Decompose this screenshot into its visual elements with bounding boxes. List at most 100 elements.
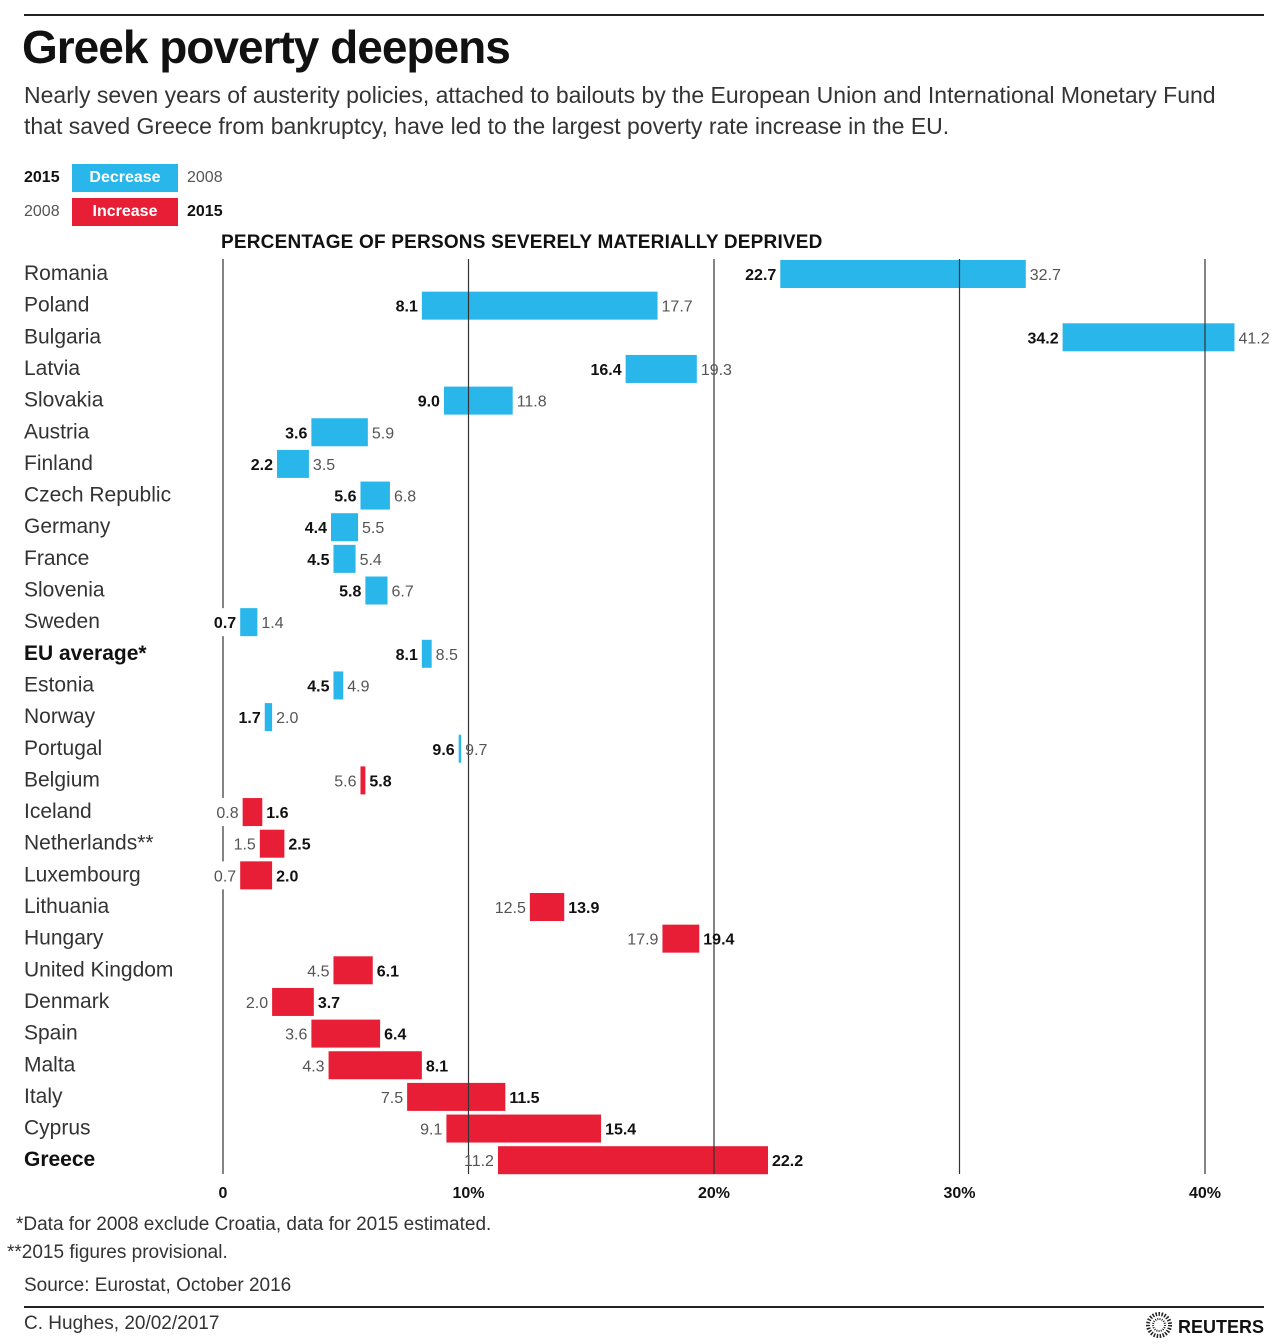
footnote-netherlands: **2015 figures provisional. [7, 1242, 228, 1263]
country-label: Spain [24, 1022, 78, 1045]
chart-title-main: Greek poverty deepens [22, 21, 511, 73]
value-2015: 4.5 [307, 552, 329, 569]
bar-denmark [272, 987, 314, 1016]
value-2008: 0.8 [216, 805, 238, 822]
bar-italy [407, 1082, 506, 1111]
value-2008: 19.3 [701, 362, 732, 379]
value-2015: 9.0 [418, 394, 440, 411]
value-2008: 7.5 [381, 1090, 403, 1107]
legend-decrease-swatch: Decrease [72, 164, 178, 192]
label-knockout [211, 608, 239, 637]
country-label: Lithuania [24, 895, 110, 918]
bar-sweden [240, 608, 258, 637]
value-2008: 32.7 [1030, 267, 1061, 284]
value-2015: 2.5 [288, 837, 310, 854]
country-label: Slovenia [24, 579, 105, 602]
value-2015: 22.7 [745, 267, 776, 284]
bar-slovenia [365, 576, 388, 605]
country-label: Finland [24, 452, 93, 475]
value-2008: 8.5 [436, 647, 458, 664]
legend-decrease-right-year: 2008 [187, 169, 223, 186]
country-label: France [24, 547, 89, 570]
value-2008: 9.1 [420, 1122, 442, 1139]
source-note: Source: Eurostat, October 2016 [24, 1275, 292, 1296]
bar-greece [497, 1146, 769, 1175]
country-label: Malta [24, 1053, 76, 1076]
value-2015: 9.6 [432, 742, 454, 759]
bar-netherlands [259, 829, 285, 858]
value-2015: 22.2 [772, 1153, 803, 1170]
value-2008: 1.5 [234, 837, 256, 854]
value-2008: 12.5 [495, 900, 526, 917]
country-label: Estonia [24, 673, 94, 696]
label-knockout [211, 861, 239, 890]
footnote-eu-average: *Data for 2008 exclude Croatia, data for… [16, 1214, 492, 1235]
bar-poland [421, 291, 658, 320]
value-2008: 6.8 [394, 489, 416, 506]
bar-spain [311, 1019, 381, 1048]
value-2015: 34.2 [1027, 330, 1058, 347]
bar-belgium [360, 766, 366, 795]
country-label: Netherlands** [24, 832, 154, 855]
legend-decrease: 2015 Decrease 2008 [24, 164, 235, 192]
value-2008: 11.8 [517, 394, 547, 411]
country-label: Germany [24, 515, 111, 538]
value-2015: 6.4 [384, 1027, 406, 1044]
value-2008: 17.9 [627, 932, 658, 949]
credit-note: C. Hughes, 20/02/2017 [24, 1313, 220, 1334]
bar-austria [311, 418, 368, 447]
bar-romania [780, 260, 1026, 288]
value-2015: 1.6 [266, 805, 288, 822]
bar-lithuania [529, 893, 565, 921]
value-2008: 2.0 [276, 710, 298, 727]
legend-increase-right-year: 2015 [187, 203, 223, 220]
value-2015: 8.1 [396, 647, 418, 664]
value-2015: 13.9 [568, 900, 599, 917]
country-label: Denmark [24, 990, 110, 1013]
country-label: Poland [24, 294, 89, 317]
value-2015: 0.7 [214, 615, 236, 632]
country-label: Belgium [24, 768, 100, 791]
value-2015: 4.4 [305, 520, 327, 537]
legend-increase-left-year: 2008 [24, 203, 60, 220]
country-label: Latvia [24, 357, 80, 380]
chart-axis-title: PERCENTAGE OF PERSONS SEVERELY MATERIALL… [221, 232, 823, 253]
bar-france [333, 544, 356, 573]
value-2008: 3.5 [313, 457, 335, 474]
country-label: Austria [24, 420, 90, 443]
reuters-brand: REUTERS [1145, 1312, 1264, 1343]
country-label: EU average* [24, 642, 147, 665]
bar-united-kingdom [333, 956, 373, 985]
value-2008: 5.9 [372, 425, 394, 442]
country-label: Norway [24, 705, 96, 728]
country-label: Sweden [24, 610, 100, 633]
country-label: Hungary [24, 927, 104, 950]
value-2015: 5.6 [334, 489, 356, 506]
bar-cyprus [446, 1114, 602, 1143]
gridlines-layer [222, 259, 1206, 1174]
legend-increase: 2008 Increase 2015 [24, 198, 235, 226]
x-tick-label: 10% [452, 1185, 484, 1202]
x-tick-label: 30% [943, 1185, 975, 1202]
value-2008: 0.7 [214, 868, 236, 885]
bar-eu-average [421, 639, 432, 668]
bar-iceland [242, 798, 263, 827]
country-label: Cyprus [24, 1117, 91, 1140]
value-2008: 2.0 [246, 995, 268, 1012]
labels-layer: Romania 22.7 32.7 Poland 8.1 17.7 Bulgaria 34.2… [24, 262, 1270, 1171]
value-2008: 9.7 [465, 742, 487, 759]
bar-slovakia [443, 386, 513, 415]
country-label: Greece [24, 1148, 95, 1171]
bars-layer [240, 260, 1235, 1175]
value-2008: 5.5 [362, 520, 384, 537]
bar-hungary [662, 924, 700, 953]
value-2015: 2.2 [251, 457, 273, 474]
value-2008: 4.5 [307, 963, 329, 980]
reuters-wordmark: REUTERS [1177, 1317, 1264, 1337]
chart-subtitle: Nearly seven years of austerity policies… [24, 82, 1216, 139]
value-2008: 11.2 [464, 1153, 494, 1170]
country-label: Czech Republic [24, 484, 171, 507]
value-2015: 5.8 [339, 584, 361, 601]
value-2015: 8.1 [396, 299, 418, 316]
country-label: Slovakia [24, 389, 104, 412]
